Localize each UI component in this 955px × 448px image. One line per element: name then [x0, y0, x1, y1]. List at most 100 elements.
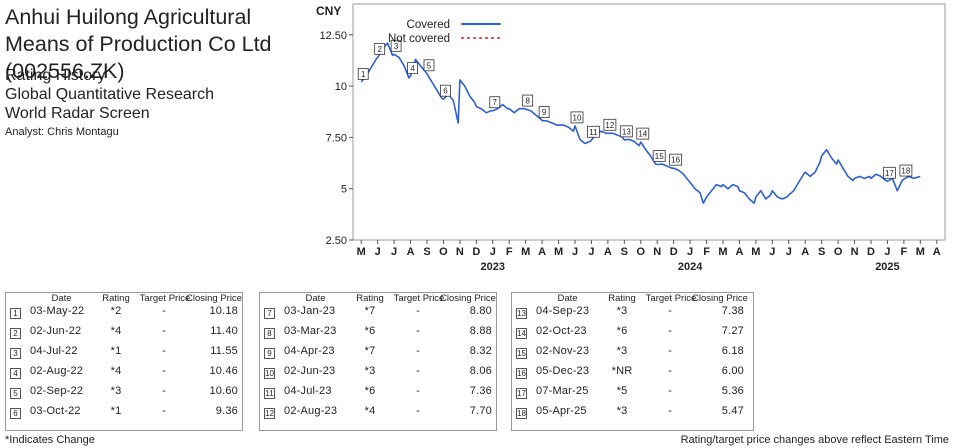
month-label: N [456, 246, 464, 258]
row-rating: *5 [616, 385, 628, 397]
row-date: 04-Jul-22 [30, 345, 78, 357]
header-date: Date [305, 293, 326, 304]
row-closing-price: 8.88 [469, 325, 492, 337]
month-label: D [472, 246, 480, 258]
row-rating: *4 [110, 325, 122, 337]
rating-marker-box [883, 166, 896, 179]
row-rating: *3 [364, 365, 376, 377]
row-target-price: - [162, 345, 166, 357]
row-rating: *1 [110, 405, 122, 417]
rating-marker-label: 7 [493, 98, 498, 107]
rating-table-1: Date Rating Target Price Closing Price 1 03-M… [5, 292, 243, 431]
row-rating: *3 [616, 305, 628, 317]
row-date: 02-Nov-23 [536, 345, 590, 357]
rating-marker-13: 13 [619, 125, 633, 138]
month-label: O [834, 246, 843, 258]
rating-marker-box [489, 96, 501, 109]
row-closing-price: 10.46 [209, 365, 238, 377]
row-rating: *NR [611, 365, 633, 377]
rating-marker-7: 7 [489, 96, 501, 109]
rating-marker-box [899, 164, 913, 177]
row-date: 03-May-22 [30, 305, 85, 317]
row-date: 04-Apr-23 [284, 345, 335, 357]
rating-marker-box [636, 127, 650, 140]
year-label: 2025 [875, 261, 899, 273]
row-target-price: - [162, 305, 166, 317]
month-label: N [851, 246, 859, 258]
row-date: 02-Oct-23 [536, 325, 587, 337]
year-label: 2024 [678, 261, 703, 273]
row-closing-price: 8.32 [469, 345, 492, 357]
rating-marker-box [587, 125, 600, 138]
footnote-time: Rating/target price changes above reflec… [680, 434, 949, 446]
row-number-badge: 11 [264, 388, 275, 399]
row-date: 02-Aug-23 [284, 405, 338, 417]
row-closing-price: 5.36 [721, 385, 744, 397]
row-rating: *6 [364, 325, 376, 337]
rating-marker-box [669, 153, 683, 166]
row-date: 04-Sep-23 [536, 305, 590, 317]
month-label: M [718, 246, 727, 258]
month-label: N [653, 246, 661, 258]
row-number-badge: 16 [516, 368, 527, 379]
year-label: 2023 [481, 261, 505, 273]
rating-marker-15: 15 [652, 150, 666, 162]
month-label: S [621, 246, 628, 258]
month-label: A [604, 246, 612, 258]
subtitle-research-group: Global Quantitative Research [5, 86, 214, 103]
row-closing-price: 6.00 [721, 365, 744, 377]
rating-marker-label: 8 [525, 97, 530, 106]
rating-marker-label: 1 [361, 70, 366, 79]
row-date: 03-Mar-23 [284, 325, 337, 337]
row-target-price: - [416, 385, 420, 397]
header-rating: Rating [356, 293, 384, 304]
rating-marker-4: 4 [407, 62, 418, 75]
header-closing-price: Closing Price [692, 293, 748, 304]
row-date: 05-Apr-25 [536, 405, 587, 417]
row-number-badge: 5 [10, 388, 21, 399]
footnote-change: *Indicates Change [5, 434, 95, 446]
rating-marker-label: 10 [573, 113, 582, 122]
row-closing-price: 9.36 [215, 405, 238, 417]
row-target-price: - [668, 325, 672, 337]
month-label: M [521, 246, 530, 258]
header-date: Date [557, 293, 578, 304]
header-closing-price: Closing Price [186, 293, 242, 304]
month-label: A [933, 246, 941, 258]
row-rating: *1 [110, 345, 122, 357]
row-target-price: - [162, 405, 166, 417]
row-date: 03-Jan-23 [284, 305, 336, 317]
row-closing-price: 7.36 [469, 385, 492, 397]
rating-marker-2: 2 [374, 42, 386, 55]
rating-marker-14: 14 [636, 127, 650, 140]
rating-marker-label: 6 [443, 87, 448, 96]
y-axis-label: CNY [316, 4, 341, 18]
rating-marker-10: 10 [570, 111, 584, 124]
month-label: J [786, 246, 792, 258]
row-closing-price: 7.70 [469, 405, 492, 417]
rating-marker-box [538, 106, 550, 118]
rating-marker-8: 8 [522, 94, 534, 107]
rating-marker-label: 17 [885, 169, 894, 178]
y-tick-label: 2.50 [326, 235, 347, 247]
row-closing-price: 7.27 [721, 325, 744, 337]
subtitle-rating-history: Rating History [5, 67, 106, 84]
row-date: 02-Jun-22 [30, 325, 82, 337]
y-tick-label: 10 [335, 81, 347, 93]
subtitle-screen-name: World Radar Screen [5, 105, 150, 122]
rating-marker-label: 9 [542, 108, 547, 117]
header-closing-price: Closing Price [440, 293, 496, 304]
row-rating: *4 [364, 405, 376, 417]
rating-marker-9: 9 [538, 106, 550, 118]
row-number-badge: 1 [10, 308, 21, 319]
row-target-price: - [668, 305, 672, 317]
rating-marker-label: 2 [377, 45, 382, 54]
rating-marker-box [619, 125, 633, 138]
analyst-name: Analyst: Chris Montagu [5, 126, 119, 138]
month-label: J [687, 246, 693, 258]
rating-marker-17: 17 [883, 166, 896, 179]
row-closing-price: 10.18 [209, 305, 238, 317]
month-label: A [801, 246, 809, 258]
y-tick-label: 5 [341, 184, 347, 196]
